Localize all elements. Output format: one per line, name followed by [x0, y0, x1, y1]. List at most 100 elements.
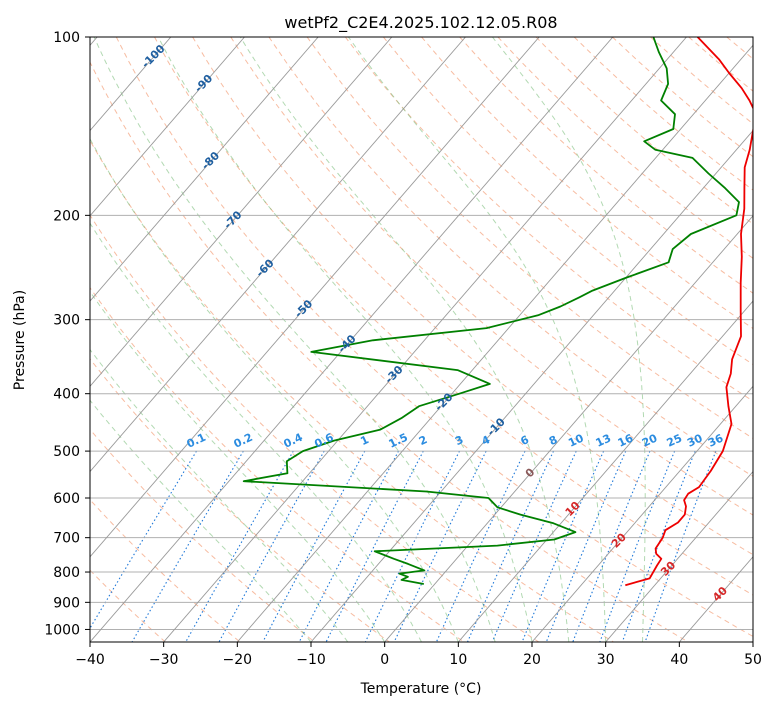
y-axis-label: Pressure (hPa) — [12, 290, 28, 390]
isotherm — [90, 37, 245, 217]
dry-adiabat — [573, 37, 753, 191]
mixing-ratio-label: 0.2 — [232, 431, 255, 451]
moist-adiabat — [90, 222, 422, 642]
dry-adiabat — [459, 37, 753, 294]
dry-adiabat — [90, 214, 540, 642]
x-tick-label: 30 — [597, 652, 615, 668]
moist-adiabat — [347, 37, 607, 642]
isotherm — [457, 300, 753, 642]
x-tick-label: −10 — [296, 652, 326, 668]
mixing-ratio-line — [545, 450, 627, 642]
mixing-ratio-line — [621, 450, 696, 642]
mixing-ratio-label: 25 — [665, 432, 684, 450]
x-tick-label: 0 — [380, 652, 389, 668]
isotherm-label: -100 — [139, 42, 168, 71]
mixing-ratio-label-text: 0.4 — [282, 430, 305, 450]
y-tick-label: 500 — [53, 444, 80, 460]
mixing-ratio-label-text: 25 — [665, 432, 684, 450]
dewpoint-profile — [242, 37, 740, 585]
dry-adiabat — [90, 358, 390, 642]
dry-adiabat — [90, 139, 614, 642]
mixing-ratio-line — [599, 450, 676, 642]
mixing-ratio-line — [572, 450, 651, 642]
isotherm — [531, 385, 753, 642]
mixing-ratio-line — [364, 450, 460, 642]
dry-adiabat — [115, 37, 753, 638]
isotherm-label-text: -100 — [139, 42, 168, 71]
mixing-ratio-label-text: 36 — [706, 431, 726, 449]
moist-adiabat — [90, 399, 312, 642]
dry-adiabat — [344, 37, 753, 402]
isotherm — [236, 44, 753, 642]
dry-adiabat — [497, 37, 753, 259]
y-tick-label: 900 — [53, 595, 80, 611]
mixing-ratio-label: 13 — [594, 432, 613, 450]
isotherm — [310, 129, 753, 642]
mixing-ratio-label: 0.6 — [312, 430, 335, 450]
mixing-ratio-line — [521, 450, 605, 642]
mixing-ratio-label-text: 20 — [640, 431, 660, 449]
x-axis: −40 −30 −20 −10 0 10 20 30 40 50 — [75, 642, 762, 668]
isotherm — [90, 37, 319, 302]
chart-title: wetPf2_C2E4.2025.102.12.05.R08 — [284, 13, 557, 33]
mixing-ratio-label-text: 1 — [358, 433, 370, 448]
y-tick-label: 200 — [53, 208, 80, 224]
dry-adiabat — [90, 428, 316, 642]
mixing-ratio-label: 3 — [453, 433, 465, 448]
mixing-ratio-label: 1 — [358, 433, 370, 448]
x-axis-label: Temperature (°C) — [360, 681, 482, 697]
mixing-ratio-label-text: 2 — [417, 433, 429, 448]
moist-adiabat — [93, 37, 496, 642]
dry-adiabat — [268, 37, 753, 477]
y-tick-label: 300 — [53, 313, 80, 329]
mixing-ratio-line — [131, 450, 244, 642]
dry-adiabat — [612, 37, 753, 158]
dry-adiabat — [421, 37, 753, 330]
mixing-ratio-label-text: 30 — [685, 431, 705, 449]
plot-frame — [89, 36, 754, 643]
mixing-ratio-line — [435, 450, 526, 642]
mixing-ratio-line — [393, 450, 487, 642]
moist-adiabat — [157, 37, 533, 642]
mixing-ratio-label-text: 0.2 — [232, 431, 255, 451]
moist-adiabat — [492, 37, 646, 642]
isotherm — [90, 37, 540, 558]
mixing-ratio-label: 10 — [566, 431, 586, 449]
mixing-ratio-line — [185, 450, 294, 642]
mixing-ratio-label-text: 8 — [547, 433, 559, 448]
mixing-ratio-line — [262, 450, 366, 642]
moist-adiabat — [90, 290, 386, 642]
mixing-ratio-label-text: 13 — [594, 432, 613, 450]
y-tick-label: 800 — [53, 565, 80, 581]
mixing-ratio-label: 8 — [547, 433, 559, 448]
x-tick-label: 10 — [449, 652, 467, 668]
mixing-ratio-label-text: 16 — [616, 431, 636, 449]
x-tick-label: 40 — [670, 652, 688, 668]
isotherm — [752, 641, 753, 642]
moist-adiabat — [90, 137, 459, 642]
isotherm — [90, 37, 466, 473]
y-tick-label: 400 — [53, 387, 80, 403]
mixing-ratio-line — [298, 450, 399, 642]
isotherm — [605, 470, 753, 642]
x-tick-label: −20 — [223, 652, 253, 668]
isotherm — [678, 556, 753, 642]
isotherm — [163, 37, 687, 642]
mixing-ratio-label: 30 — [685, 431, 705, 449]
isotherm — [90, 37, 614, 642]
mixing-ratio-label-text: 3 — [453, 433, 465, 448]
dry-adiabat — [688, 37, 753, 92]
x-tick-label: −30 — [149, 652, 179, 668]
y-tick-label: 1000 — [44, 622, 80, 638]
dry-adiabat — [726, 37, 753, 60]
mixing-ratio-label: 36 — [706, 431, 726, 449]
dry-adiabat — [650, 37, 753, 125]
x-tick-label: −40 — [75, 652, 105, 668]
mixing-ratio-label-text: 0.1 — [185, 431, 208, 451]
dry-adiabat — [90, 61, 689, 642]
dry-adiabat — [383, 37, 753, 366]
y-tick-label: 600 — [53, 491, 80, 507]
dry-adiabat — [90, 286, 465, 642]
mixing-ratio-label: 20 — [640, 431, 660, 449]
